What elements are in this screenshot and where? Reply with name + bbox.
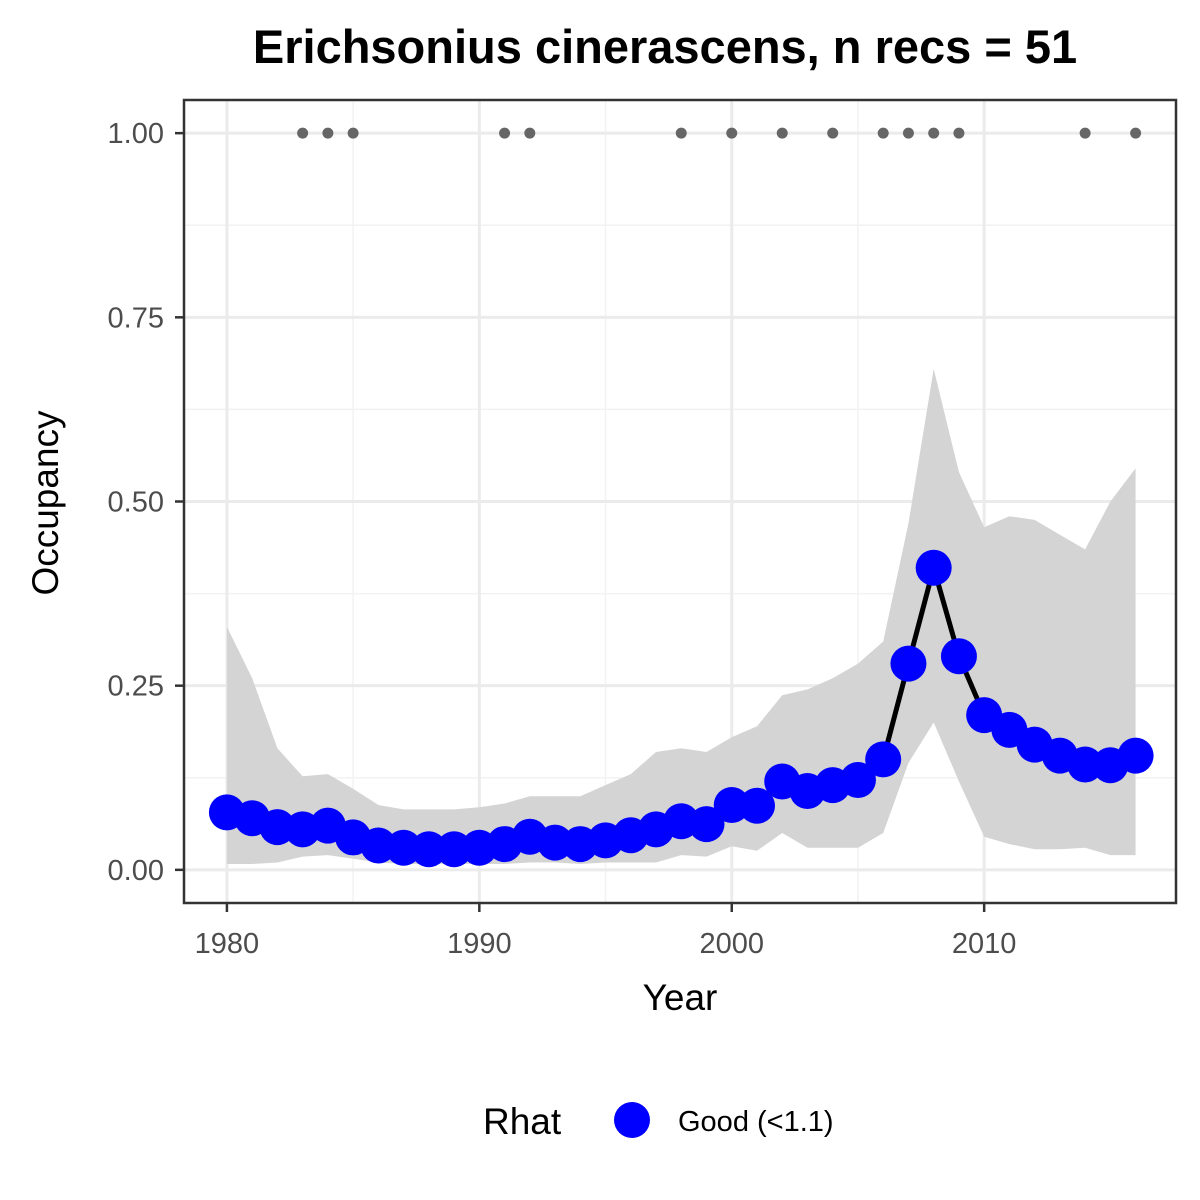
record-point	[726, 127, 738, 139]
record-point	[1079, 127, 1091, 139]
x-axis-title: Year	[643, 977, 718, 1018]
legend-key-good	[614, 1102, 650, 1138]
record-point	[499, 127, 511, 139]
occupancy-point	[1067, 746, 1104, 783]
legend-title: Rhat	[483, 1101, 562, 1142]
occupancy-point	[688, 806, 725, 843]
y-tick-label: 0.50	[108, 487, 164, 519]
credible-interval-ribbon	[226, 368, 1136, 864]
occupancy-point	[940, 638, 977, 675]
occupancy-point	[890, 645, 927, 682]
record-point	[827, 127, 839, 139]
record-point	[675, 127, 687, 139]
occupancy-point	[1117, 737, 1154, 774]
legend-label-good: Good (<1.1)	[678, 1106, 834, 1138]
chart-title: Erichsonius cinerascens, n recs = 51	[253, 20, 1077, 73]
y-tick-label: 0.00	[108, 855, 164, 887]
record-point	[953, 127, 965, 139]
occupancy-point	[738, 787, 775, 824]
x-tick-label: 2000	[699, 928, 764, 960]
y-tick-label: 0.75	[108, 302, 164, 334]
record-point	[776, 127, 788, 139]
occupancy-point	[865, 741, 902, 778]
legend: Rhat Good (<1.1)	[483, 1101, 834, 1142]
x-tick-label: 2010	[952, 928, 1017, 960]
record-point	[928, 127, 940, 139]
record-point	[877, 127, 889, 139]
record-point	[902, 127, 914, 139]
plot-area: 1980 1990 2000 2010 0.00 0.25 0.50 0.75 1.00	[108, 98, 1178, 960]
occupancy-point	[410, 831, 447, 868]
record-point	[1130, 127, 1142, 139]
occupancy-point	[713, 787, 750, 824]
x-tick-label: 1980	[195, 928, 260, 960]
record-point	[347, 127, 359, 139]
occupancy-point	[915, 549, 952, 586]
y-axis-title: Occupancy	[25, 410, 66, 596]
x-tick-label: 1990	[447, 928, 512, 960]
record-point	[297, 127, 309, 139]
record-point	[524, 127, 536, 139]
occupancy-point	[839, 761, 876, 798]
y-tick-label: 0.25	[108, 671, 164, 703]
record-point	[322, 127, 334, 139]
y-tick-label: 1.00	[108, 118, 164, 150]
